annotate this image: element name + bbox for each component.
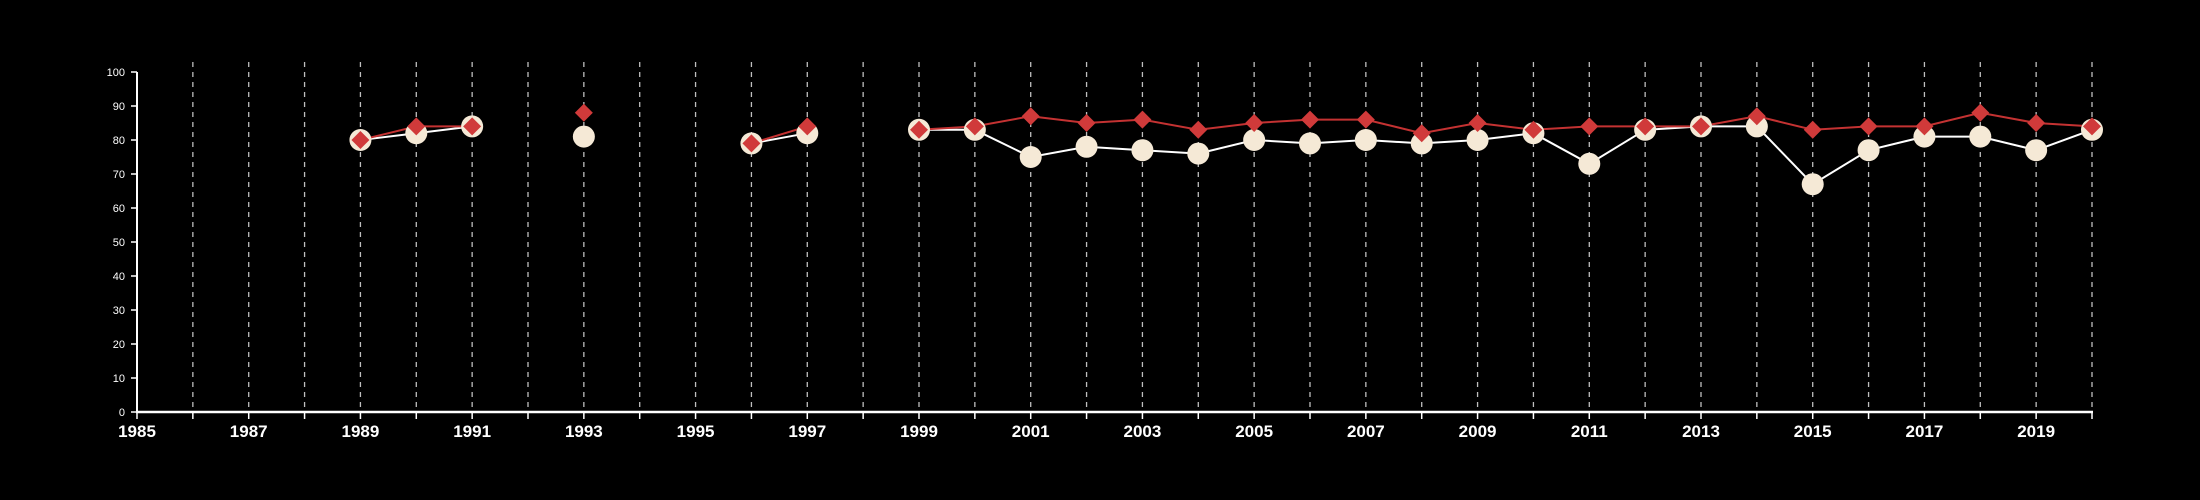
diamond-data-point — [1971, 103, 1990, 122]
diamond-series-line — [918, 111, 2093, 135]
x-tick-label: 2005 — [1235, 422, 1273, 441]
diamond-data-point — [407, 117, 426, 136]
diamond-data-point — [1636, 117, 1655, 136]
diamond-data-point — [1133, 110, 1152, 129]
x-tick-label: 1993 — [565, 422, 603, 441]
y-tick-label: 20 — [113, 339, 125, 351]
circle-data-point — [1857, 139, 1880, 162]
diamond-data-point — [463, 117, 482, 136]
x-tick-label: 1997 — [788, 422, 826, 441]
diamond-data-point — [1245, 114, 1264, 132]
circle-data-point — [1299, 132, 1321, 155]
gridlines — [192, 62, 2093, 412]
x-tick-label: 1991 — [453, 422, 491, 441]
circle-data-point — [1745, 115, 1768, 138]
diamond-data-point — [574, 103, 593, 122]
circle-data-point — [1354, 129, 1377, 151]
diamond-data-point — [1356, 110, 1375, 129]
x-tick-label: 2009 — [1459, 422, 1497, 441]
diamond-data-point — [742, 134, 761, 153]
diamond-data-point — [910, 120, 928, 139]
y-tick-label: 50 — [113, 237, 125, 249]
diamond-data-point — [1747, 107, 1766, 126]
series-layer — [349, 103, 2103, 196]
x-tick-label: 2017 — [1906, 422, 1944, 441]
circle-data-point — [1075, 135, 1098, 158]
y-tick-label: 10 — [113, 373, 125, 385]
x-tick-label: 2013 — [1682, 422, 1720, 441]
axes: 0 10 20 30 40 50 60 70 80 90 100 1985 1987 1989 1991 19… — [107, 67, 2093, 441]
diamond-data-point — [798, 117, 817, 136]
x-tick-label: 1995 — [677, 422, 715, 441]
circle-data-point — [1466, 129, 1489, 151]
circle-data-point — [1801, 173, 1824, 196]
diamond-data-point — [1580, 117, 1599, 136]
circle-data-point — [1578, 152, 1601, 175]
y-tick-label: 30 — [113, 305, 125, 317]
diamond-data-point — [1915, 117, 1934, 136]
x-tick-label: 1999 — [900, 422, 938, 441]
diamond-data-point — [1412, 124, 1431, 143]
y-tick-label: 0 — [119, 407, 125, 419]
y-tick-label: 60 — [113, 203, 125, 215]
y-tick-label: 90 — [113, 101, 125, 113]
x-tick-label: 1987 — [230, 422, 268, 441]
diamond-data-point — [1692, 117, 1710, 136]
diamond-data-point — [965, 117, 984, 136]
diamond-data-point — [351, 131, 370, 149]
y-tick-label: 80 — [113, 135, 125, 147]
diamond-data-point — [1301, 110, 1319, 129]
diamond-data-point — [2083, 117, 2101, 136]
x-tick-label: 2011 — [1571, 422, 1608, 441]
diamond-data-point — [2027, 114, 2046, 132]
y-tick-label: 70 — [113, 169, 125, 181]
diamond-data-point — [1524, 120, 1543, 139]
circle-data-point — [1019, 146, 1042, 168]
x-tick-label: 2001 — [1012, 422, 1050, 441]
x-tick-label: 1985 — [118, 422, 156, 441]
circle-data-point — [1131, 139, 1154, 162]
y-tick-label: 40 — [113, 271, 125, 283]
diamond-data-point — [1468, 114, 1487, 132]
diamond-data-point — [1077, 114, 1096, 132]
diamond-data-point — [1859, 117, 1878, 136]
circle-data-point — [2025, 139, 2048, 162]
diamond-data-point — [1803, 120, 1822, 139]
x-tick-label: 2003 — [1124, 422, 1162, 441]
circle-data-point — [1969, 125, 1992, 148]
circle-data-point — [1187, 142, 1210, 165]
y-tick-label: 100 — [107, 67, 125, 79]
x-tick-label: 2019 — [2017, 422, 2055, 441]
circle-data-point — [1913, 125, 1936, 148]
diamond-data-point — [1189, 120, 1208, 139]
circle-data-point — [1243, 129, 1266, 151]
x-tick-label: 2015 — [1794, 422, 1832, 441]
x-tick-label: 2007 — [1347, 422, 1385, 441]
circle-series-line — [919, 125, 2093, 186]
x-tick-label: 1989 — [342, 422, 380, 441]
diamond-data-point — [1021, 107, 1040, 126]
circle-data-point — [1410, 132, 1433, 155]
circle-data-point — [572, 125, 595, 148]
